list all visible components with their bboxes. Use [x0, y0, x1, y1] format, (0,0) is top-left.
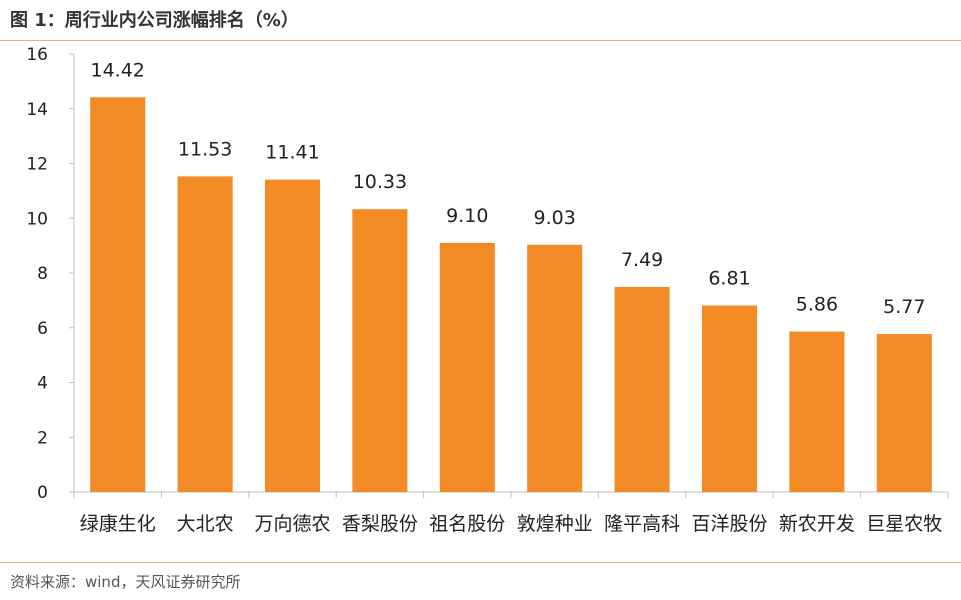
bar-value-label: 14.42 [90, 59, 144, 81]
x-category-label: 大北农 [177, 513, 234, 535]
y-tick-label: 10 [26, 209, 48, 229]
bottom-divider [0, 562, 961, 563]
source-note: 资料来源：wind，天风证券研究所 [10, 573, 241, 591]
bar [352, 209, 408, 492]
top-divider [0, 40, 961, 41]
bar-value-label: 5.77 [883, 296, 925, 318]
bar-value-label: 9.03 [534, 207, 576, 229]
x-category-label: 万向德农 [254, 513, 330, 535]
x-category-label: 香梨股份 [342, 513, 418, 535]
x-category-label: 新农开发 [779, 513, 855, 535]
bar [701, 305, 758, 492]
bar-value-label: 9.10 [446, 205, 488, 227]
y-tick-label: 4 [37, 374, 48, 394]
bar-value-label: 10.33 [353, 171, 407, 193]
bar [789, 331, 845, 492]
bar-value-label: 11.41 [265, 142, 319, 164]
y-tick-label: 12 [26, 155, 48, 175]
y-tick-label: 6 [37, 319, 48, 339]
x-category-label: 敦煌种业 [517, 513, 593, 535]
y-tick-label: 16 [26, 45, 48, 65]
bar [264, 179, 321, 492]
y-tick-label: 0 [37, 483, 48, 503]
bar-value-label: 11.53 [178, 138, 232, 160]
x-category-label: 隆平高科 [604, 513, 680, 535]
bar-value-label: 7.49 [621, 249, 663, 271]
y-tick-label: 14 [26, 100, 48, 120]
bar [439, 242, 495, 492]
bar-value-label: 6.81 [708, 268, 750, 290]
x-category-label: 百洋股份 [691, 513, 767, 535]
bar [527, 244, 583, 492]
chart-title-bar: 图 1：周行业内公司涨幅排名（%） [10, 6, 960, 36]
bar [614, 286, 670, 492]
bar [876, 334, 932, 492]
bar-value-label: 5.86 [796, 294, 838, 316]
x-category-label: 祖名股份 [429, 513, 505, 535]
bar [177, 176, 233, 492]
x-category-label: 绿康生化 [80, 513, 156, 535]
y-tick-label: 2 [37, 428, 48, 448]
y-tick-label: 8 [37, 264, 48, 284]
x-category-label: 巨星农牧 [866, 513, 942, 535]
chart-title: 图 1：周行业内公司涨幅排名（%） [10, 10, 299, 31]
bar-chart: 0 2 4 6 8 10 12 14 16 14.42 绿康生化 11.53 大北农 11.41 万向德农 1… [26, 45, 949, 535]
bar [90, 97, 146, 492]
